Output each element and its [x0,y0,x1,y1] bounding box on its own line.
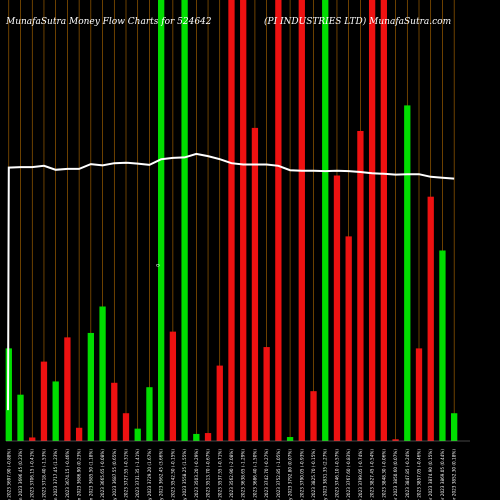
money-flow-bar-39 [451,413,458,441]
x-tick-label: Wed 19 Apr 2023 3852.30 (0.18%) [452,449,457,500]
x-tick-label: Wed 10 May 2023 3792.80 (0.07%) [288,449,293,500]
x-tick-label: Thu 08 Jun 2023 3718.40 (-1.53%) [41,449,46,500]
money-flow-bar-5 [52,381,59,441]
x-tick-label: Tue 09 May 2023 3790.05 (-0.93%) [299,449,304,500]
x-tick-label: Fri 02 Jun 2023 3685.50 (1.18%) [88,449,93,500]
x-tick-label: Wed 31 May 2023 3687.55 (0.65%) [112,449,117,500]
money-flow-bar-31 [357,130,364,442]
x-tick-label: Thu 20 Apr 2023 3869.05 (0.44%) [440,449,445,500]
money-flow-bar-17 [193,433,200,441]
money-flow-bar-24 [275,0,282,441]
money-flow-bar-16 [181,0,188,441]
money-flow-bar-21 [240,0,247,441]
money-flow-bar-8 [87,332,94,441]
x-tick-label: Tue 13 Jun 2023 3697.90 (-0.88%) [6,449,11,500]
money-flow-bar-7 [75,427,83,441]
money-flow-bar-35 [404,105,411,442]
x-tick-label: Thu 04 May 2023 3746.10 (-0.57%) [334,449,339,500]
money-flow-bar-11 [122,413,130,441]
x-tick-label: Wed 17 May 2023 3562.90 (-2.08%) [229,449,234,500]
x-tick-label: Tue 06 Jun 2023 3674.15 (-0.46%) [65,449,70,500]
x-tick-label: Mon 12 Jun 2023 3696.45 (0.23%) [18,449,23,500]
money-flow-bar-12 [134,428,141,441]
money-flow-bar-36 [415,348,423,441]
money-flow-bar-20 [228,0,235,441]
money-flow-bar-33 [380,0,387,441]
x-tick-label: Wed 07 Jun 2023 3717.45 (1.23%) [53,449,58,500]
money-flow-bar-38 [439,250,446,441]
x-tick-label: Mon 24 Apr 2023 3857.05 (-0.46%) [417,449,422,500]
money-flow-bar-10 [111,382,118,441]
price-line [7,152,455,411]
money-flow-bar-29 [333,175,341,441]
x-tick-label: Mon 29 May 2023 3731.35 (-1.41%) [135,449,140,500]
x-tick-label: Fri 26 May 2023 3729.20 (1.67%) [147,449,152,500]
money-flow-bar-3 [29,437,36,441]
money-flow-bar-13 [146,387,153,441]
x-tick-label: Mon 05 Jun 2023 3686.90 (0.23%) [77,449,82,500]
x-tick-label: Fri 19 May 2023 3513.70 (-0.67%) [206,449,211,500]
x-tick-label: Wed 03 May 2023 3767.60 (-0.83%) [346,449,351,500]
money-flow-bar-4 [40,361,48,441]
x-tick-labels: Tue 13 Jun 2023 3697.90 (-0.88%) Mon 12 J… [6,449,456,500]
money-flow-bar-32 [368,0,376,441]
money-flow-bar-14 [158,0,165,441]
money-flow-bar-27 [310,391,317,441]
money-flow-bar-30 [345,236,352,441]
money-flow-bar-37 [427,196,434,441]
money-flow-bar-19 [216,365,223,441]
money-flow-bars [5,0,458,442]
money-flow-bar-25 [286,437,294,441]
money-flow-bar-9 [99,306,106,441]
money-flow-bar-6 [64,337,71,441]
x-tick-label: Fri 12 May 2023 3742.70 (-0.27%) [264,449,269,500]
money-flow-bar-15 [169,331,177,441]
x-tick-label: Tue 16 May 2023 3638.65 (-1.29%) [241,449,246,500]
x-tick-label: Thu 01 Jun 2023 3665.65 (-0.08%) [100,449,105,500]
x-tick-label: Mon 08 May 2023 3825.70 (-0.15%) [311,449,316,500]
x-tick-label: Wed 24 May 2023 3542.50 (-0.15%) [170,449,175,500]
x-tick-label: Mon 22 May 2023 3503.20 (-0.29%) [194,449,199,500]
x-tick-label: Thu 25 May 2023 3662.45 (3.66%) [159,449,164,500]
x-tick-label: Tue 25 Apr 2023 3847.85 (-0.24%) [405,449,410,500]
zero-tick-label: 0 [155,264,160,267]
x-tick-label: Tue 23 May 2023 3558.25 (1.55%) [182,449,187,500]
x-tick-label: Fri 21 Apr 2023 3874.90 (0.15%) [428,449,433,500]
x-tick-label: Tue 02 May 2023 3799.05 (-0.74%) [358,449,363,500]
x-tick-label: Thu 27 Apr 2023 3848.30 (-0.06%) [381,449,386,500]
x-tick-label: Tue 30 May 2023 3727.55 (-0.31%) [124,449,129,500]
money-flow-bar-34 [392,439,399,441]
x-tick-label: Fri 05 May 2023 3831.35 (2.27%) [323,449,328,500]
money-flow-bar-2 [17,394,24,441]
x-tick-label: Thu 18 May 2023 3537.55 (-0.71%) [217,449,222,500]
x-tick-label: Fri 09 Jun 2023 3706.15 (-0.41%) [30,449,35,500]
x-tick-label: Thu 11 May 2023 3752.85 (-1.05%) [276,449,281,500]
money-flow-bar-22 [251,127,259,441]
chart-title-right: (PI INDUSTRIES LTD) MunafaSutra.com [264,16,451,27]
chart-title-left: MunafaSutra Money Flow Charts for 524642 [5,17,212,27]
x-tick-label: Wed 26 Apr 2023 3850.60 (0.07%) [393,449,398,500]
money-flow-bar-23 [263,347,270,441]
money-flow-bar-26 [298,0,305,441]
x-tick-label: Fri 28 Apr 2023 3827.45 (-0.54%) [370,449,375,500]
money-flow-bar-18 [204,433,212,441]
money-flow-bar-28 [322,0,329,441]
x-tick-label: Mon 15 May 2023 3686.40 (-1.50%) [252,449,257,500]
